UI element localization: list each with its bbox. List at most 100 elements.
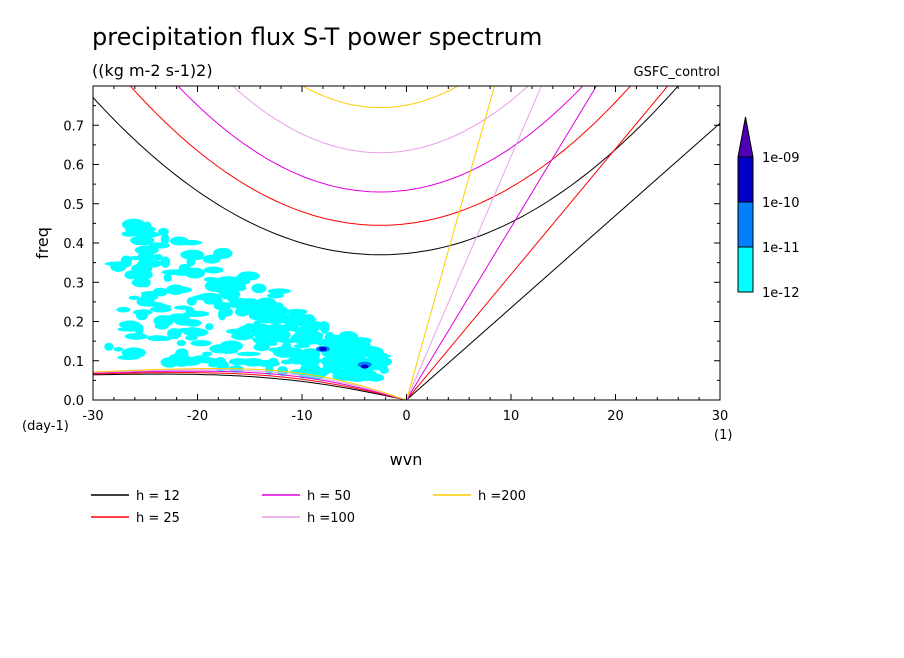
contour-1e-12-patch — [320, 323, 330, 334]
kelvin-curve — [406, 86, 542, 400]
contour-1e-12-patch — [104, 342, 114, 351]
contour-1e-12-patch — [117, 326, 143, 332]
contour-1e-12-patch — [128, 295, 140, 300]
contour-1e-12-patch — [173, 305, 191, 310]
contour-1e-12-patch — [300, 363, 321, 374]
kelvin-curve — [406, 86, 496, 400]
contour-1e-12-patch — [149, 242, 170, 249]
legend-label: h = 50 — [307, 489, 351, 504]
contour-1e-12-region — [180, 249, 205, 260]
axis-ticks: -30 -20 -10 0 10 20 30 0.0 0.1 0.2 0.3 0.4 0.5 0.6 0.7 — [63, 86, 728, 424]
contour-1e-12-patch — [178, 239, 203, 246]
legend-label: h = 25 — [136, 511, 180, 526]
contour-1e-12-patch — [121, 231, 138, 237]
contour-1e-12-patch — [153, 315, 174, 327]
contour-1e-12-patch — [251, 283, 267, 294]
contour-1e-12-patch — [302, 314, 316, 326]
rossby-curve — [93, 370, 407, 400]
contour-1e-12-patch — [227, 301, 247, 309]
contour-1e-12-patch — [140, 291, 163, 296]
contour-1e-12-patch — [160, 357, 179, 368]
x-tick-label: -20 — [187, 409, 208, 424]
inertia-gravity-curve — [231, 86, 529, 154]
contour-1e-12-patch — [237, 283, 247, 291]
chart-subtitle: ((kg m-2 s-1)2) — [92, 61, 213, 80]
contour-1e-12-patch — [208, 362, 218, 368]
x-unit-label: (1) — [714, 428, 732, 443]
inertia-gravity-curve — [177, 86, 584, 193]
contour-1e-12-patch — [121, 218, 146, 231]
contour-1e-12-patch — [176, 339, 187, 347]
contour-1e-12-patch — [267, 288, 291, 294]
contour-1e-12-patch — [341, 353, 359, 358]
contour-1e-12-patch — [116, 306, 131, 313]
contour-1e-12-patch — [175, 348, 189, 358]
y-tick-label: 0.0 — [63, 394, 84, 409]
contour-1e-12-patch — [118, 320, 141, 329]
contour-1e-12-patch — [168, 286, 193, 294]
contour-1e-12-region — [263, 312, 288, 323]
contour-1e-12-patch — [201, 351, 213, 357]
contour-1e-12-patch — [299, 348, 321, 360]
y-tick-label: 0.4 — [63, 237, 84, 252]
contour-1e-12-region — [342, 371, 367, 382]
contour-1e-12-patch — [326, 337, 346, 349]
contour-1e-10-region — [318, 346, 327, 351]
y-tick-label: 0.5 — [63, 198, 84, 213]
contour-1e-12-patch — [220, 361, 229, 371]
legend: h = 12 h = 25 h = 50 h =100 h =200 — [91, 489, 526, 526]
contour-1e-12-patch — [132, 309, 153, 316]
contour-1e-12-patch — [284, 320, 299, 332]
contour-1e-12-patch — [160, 256, 171, 268]
contour-1e-12-patch — [129, 255, 141, 261]
y-axis-label: freq — [33, 227, 52, 259]
contour-1e-12-patch — [231, 276, 247, 284]
contour-1e-12-patch — [320, 356, 336, 367]
x-tick-label: 0 — [402, 409, 410, 424]
x-tick-label: 10 — [503, 409, 520, 424]
contour-1e-12-patch — [137, 251, 156, 263]
contour-1e-12-patch — [183, 310, 210, 317]
x-tick-label: 20 — [607, 409, 624, 424]
rossby-curve — [93, 369, 407, 400]
contour-1e-12-patch — [184, 335, 198, 341]
colorbar-label: 1e-12 — [762, 286, 800, 301]
colorbar: 1e-12 1e-11 1e-10 1e-09 — [737, 116, 800, 301]
contour-1e-12-patch — [320, 366, 343, 373]
contour-1e-12-patch — [124, 333, 148, 340]
contour-1e-12-patch — [267, 292, 284, 299]
contour-1e-12-patch — [153, 253, 163, 261]
contour-1e-12-patch — [186, 296, 197, 306]
contour-1e-12-patch — [236, 351, 261, 357]
inertia-gravity-curve — [93, 86, 679, 256]
contour-1e-12-patch — [113, 346, 124, 352]
y-tick-label: 0.1 — [63, 355, 84, 370]
contour-1e-12-patch — [142, 231, 159, 238]
contour-1e-12-patch — [205, 296, 223, 305]
colorbar-segment — [737, 201, 754, 248]
rossby-curve — [93, 372, 407, 400]
contour-fill-group — [104, 218, 393, 382]
contour-1e-12-patch — [312, 358, 322, 364]
y-tick-label: 0.2 — [63, 316, 84, 331]
contour-1e-12-patch — [156, 303, 168, 312]
contour-1e-12-patch — [130, 269, 153, 281]
contour-1e-12-patch — [356, 347, 367, 360]
contour-1e-12-patch — [158, 227, 169, 236]
colorbar-label: 1e-11 — [762, 241, 800, 256]
contour-1e-12-patch — [220, 307, 233, 317]
contour-1e-12-patch — [143, 221, 152, 233]
x-tick-label: 30 — [712, 409, 729, 424]
contour-1e-12-patch — [138, 301, 163, 307]
colorbar-segment — [737, 246, 754, 293]
contour-1e-12-patch — [205, 323, 214, 331]
contour-1e-12-patch — [154, 336, 172, 342]
contour-1e-12-patch — [268, 341, 278, 346]
contour-1e-12-patch — [163, 273, 172, 283]
kelvin-curve — [406, 86, 669, 400]
dispersion-curves — [93, 86, 720, 400]
y-tick-label: 0.7 — [63, 119, 84, 134]
contour-1e-12-patch — [253, 343, 270, 352]
colorbar-label: 1e-10 — [762, 196, 800, 211]
kelvin-curve — [406, 122, 720, 400]
